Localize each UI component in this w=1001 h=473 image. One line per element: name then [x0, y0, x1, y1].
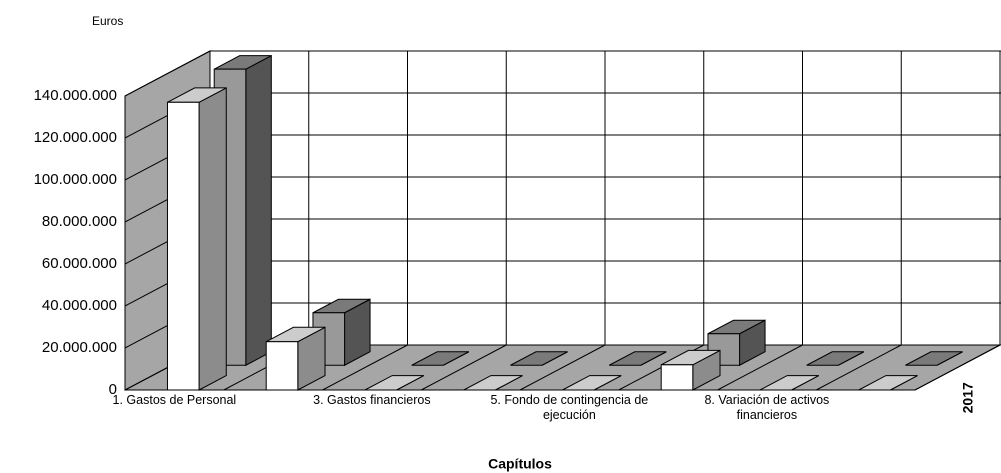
bar-front	[266, 342, 298, 390]
bar	[266, 327, 325, 390]
y-tick-label: 100.000.000	[34, 171, 117, 188]
y-tick-label: 60.000.000	[42, 255, 117, 272]
x-tick-label: 5. Fondo de contingencia de ejecución	[484, 393, 654, 423]
x-axis-label: Capítulos	[488, 456, 552, 472]
x-tick-label: 8. Variación de activos financieros	[682, 393, 852, 423]
legend-label: 2017	[959, 382, 975, 413]
y-tick-label: 120.000.000	[34, 129, 117, 146]
y-tick-label: 80.000.000	[42, 213, 117, 230]
bar-front	[661, 365, 693, 390]
bar-side	[246, 56, 272, 366]
y-tick-label: 140.000.000	[34, 87, 117, 104]
bar	[167, 88, 226, 390]
bar-side	[199, 88, 226, 390]
y-tick-label: 20.000.000	[42, 339, 117, 356]
chart: Euros Capítulos 020.000.00040.000.00060.…	[0, 0, 1001, 473]
x-tick-label: 1. Gastos de Personal	[89, 393, 259, 408]
x-tick-label: 3. Gastos financieros	[287, 393, 457, 408]
y-tick-label: 40.000.000	[42, 297, 117, 314]
bar-front	[167, 102, 199, 390]
y-axis-label: Euros	[92, 14, 123, 28]
